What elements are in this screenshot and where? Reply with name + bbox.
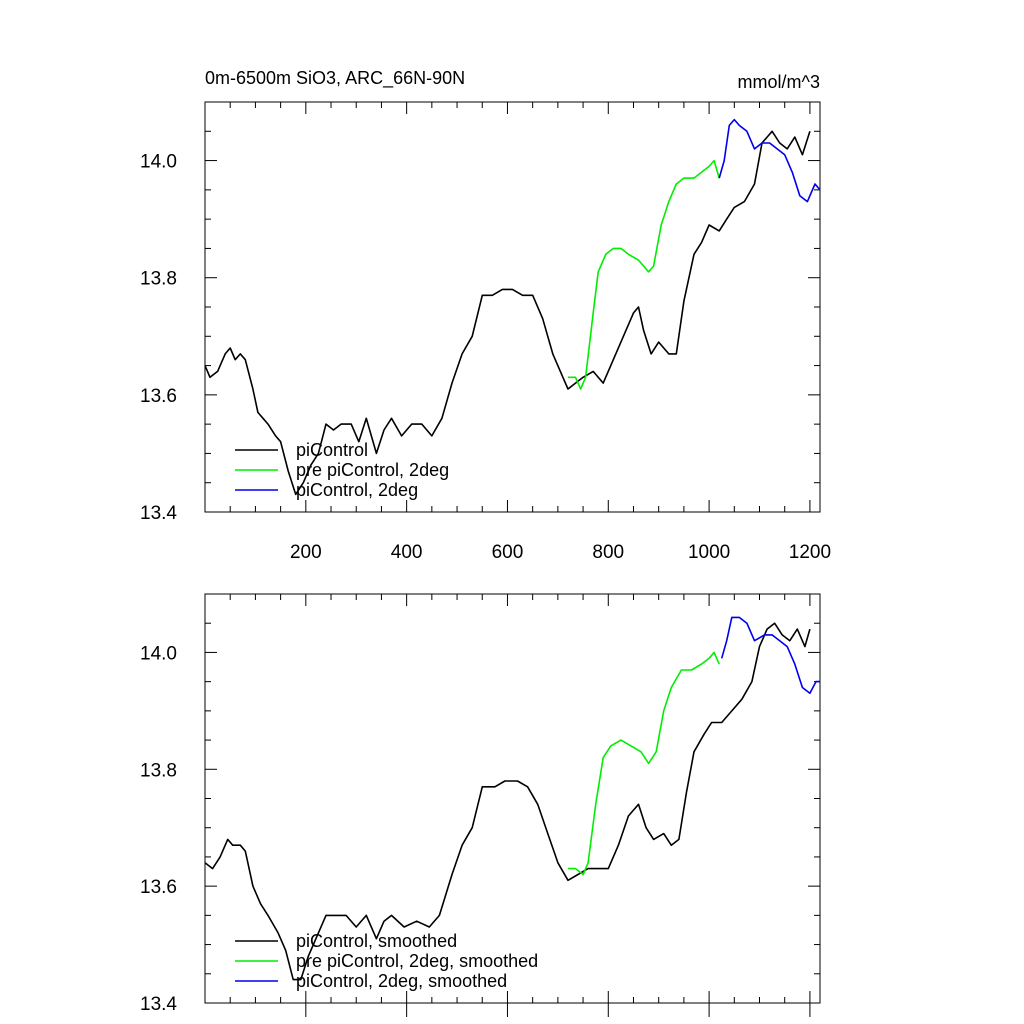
legend-label: piControl, 2deg: [296, 480, 418, 500]
y-tick-label: 14.0: [140, 152, 177, 173]
y-tick-label: 13.4: [140, 503, 177, 524]
series-line-1: [204, 130, 811, 496]
series-line-2: [568, 651, 720, 876]
y-tick-label: 13.6: [140, 877, 177, 898]
x-tick-label: 400: [391, 542, 423, 563]
x-tick-label: 800: [592, 542, 624, 563]
x-tick-label: 600: [492, 542, 524, 563]
series-line-3: [720, 616, 820, 695]
x-tick-label: 1200: [789, 542, 831, 563]
legend-label: piControl: [296, 440, 368, 460]
legend-label: piControl, smoothed: [296, 931, 457, 951]
legend-label: pre piControl, 2deg, smoothed: [296, 951, 538, 971]
x-tick-label: 1000: [688, 542, 730, 563]
units-label: mmol/m^3: [738, 72, 820, 92]
top-panel: 200 400 600 800 1000 1200 13.4 13.6 13.8 14.0 0m-6…: [140, 68, 831, 563]
y-tick-label: 13.8: [140, 760, 177, 781]
y-tick-label: 13.8: [140, 269, 177, 290]
y-tick-label: 14.0: [140, 643, 177, 664]
y-tick-label: 13.6: [140, 386, 177, 407]
x-tick-label: 200: [290, 542, 322, 563]
series-line-2: [568, 159, 720, 390]
legend-label: pre piControl, 2deg: [296, 460, 449, 480]
y-tick-label: 13.4: [140, 994, 177, 1015]
series-line-3: [718, 118, 821, 203]
chart-title: 0m-6500m SiO3, ARC_66N-90N: [205, 68, 465, 89]
legend-label: piControl, 2deg, smoothed: [296, 971, 507, 991]
series-line-1: [204, 622, 811, 981]
